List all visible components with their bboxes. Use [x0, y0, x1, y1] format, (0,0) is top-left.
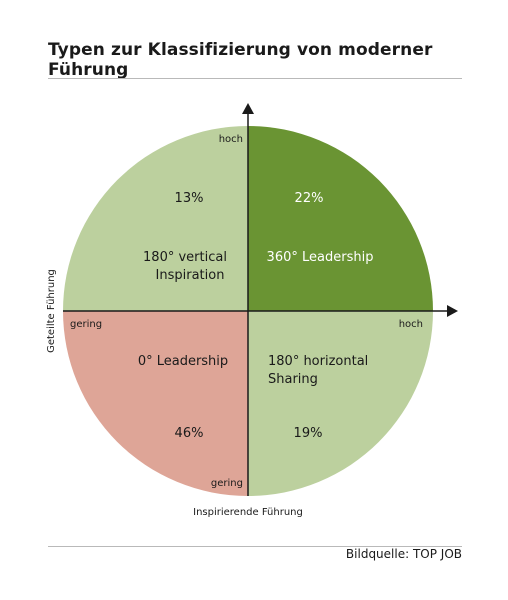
- x-axis-low-label: gering: [70, 319, 102, 330]
- quadrant-bottom-left-percent: 46%: [175, 426, 204, 441]
- quadrant-bottom-left: [63, 311, 248, 496]
- quadrant-bottom-right-label-line1: 180° horizontal: [268, 354, 368, 369]
- bottom-divider: [48, 546, 462, 547]
- quadrant-top-left-label-line2: Inspiration: [156, 268, 225, 283]
- y-axis-title: Geteilte Führung: [46, 269, 57, 353]
- quadrant-top-left-label-line1: 180° vertical: [143, 250, 227, 265]
- quadrant-bottom-right: [248, 311, 433, 496]
- page-title: Typen zur Klassifizierung von moderner F…: [48, 40, 433, 80]
- top-divider: [48, 78, 462, 79]
- x-axis-title: Inspirierende Führung: [193, 507, 303, 518]
- quadrant-top-right-percent: 22%: [295, 191, 324, 206]
- quadrant-bottom-right-label-line2: Sharing: [268, 372, 318, 387]
- y-axis-low-label: gering: [211, 478, 243, 489]
- quadrant-bottom-left-label: 0° Leadership: [138, 354, 228, 369]
- quadrant-top-right-label: 360° Leadership: [267, 250, 374, 265]
- y-axis-high-label: hoch: [219, 134, 243, 145]
- quadrant-top-left-percent: 13%: [175, 191, 204, 206]
- quadrant-top-right: [248, 126, 433, 311]
- quadrant-top-left: [63, 126, 248, 311]
- quadrant-bottom-right-percent: 19%: [294, 426, 323, 441]
- horizontal-axis-arrowhead: [447, 305, 458, 317]
- vertical-axis-arrowhead: [242, 103, 254, 114]
- x-axis-high-label: hoch: [399, 319, 423, 330]
- image-source-credit: Bildquelle: TOP JOB: [345, 547, 462, 561]
